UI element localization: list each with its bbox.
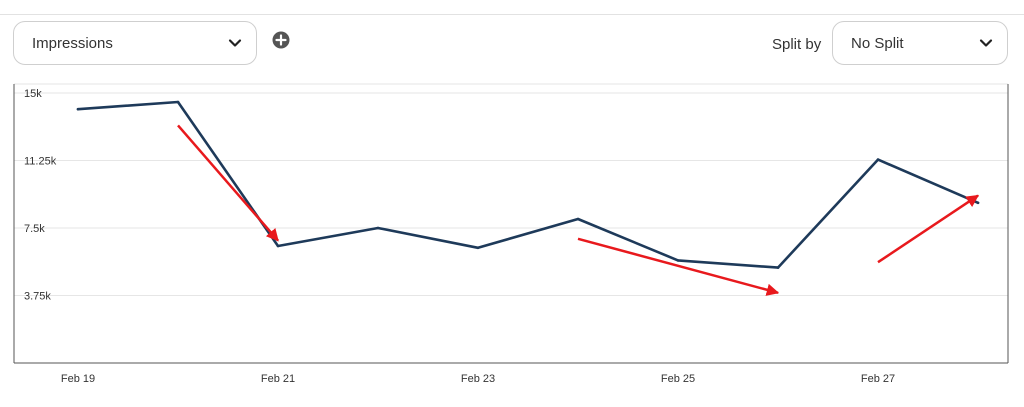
data-point: [976, 201, 980, 205]
metric-select-value: Impressions: [32, 34, 113, 52]
x-tick-label: Feb 23: [461, 373, 495, 385]
data-point: [576, 217, 580, 221]
chevron-down-icon: [979, 39, 993, 47]
data-point: [676, 259, 680, 262]
chevron-down-icon: [228, 39, 242, 47]
top-divider: [0, 14, 1024, 15]
x-tick-label: Feb 27: [861, 373, 895, 385]
series-line: [76, 100, 980, 269]
data-point: [176, 100, 180, 104]
data-point: [276, 244, 280, 248]
y-tick-label: 7.5k: [24, 223, 45, 235]
plus-circle-icon[interactable]: [272, 31, 290, 49]
data-point: [76, 107, 80, 111]
metric-select[interactable]: Impressions: [13, 21, 257, 65]
trend-arrow-up: [877, 194, 980, 264]
x-tick-label: Feb 19: [61, 373, 95, 385]
y-tick-label: 3.75k: [24, 291, 51, 303]
data-point: [876, 158, 880, 161]
trend-arrow-down: [177, 124, 279, 242]
x-tick-label: Feb 25: [661, 373, 695, 385]
y-tick-label: 15k: [24, 88, 42, 100]
data-point: [476, 246, 480, 250]
data-point: [376, 226, 380, 230]
split-select[interactable]: No Split: [832, 21, 1008, 65]
split-by-label: Split by: [772, 36, 822, 53]
y-tick-label: 11.25k: [24, 156, 57, 168]
data-point: [776, 266, 780, 269]
trend-arrow-down: [577, 237, 780, 296]
x-tick-label: Feb 21: [261, 373, 295, 385]
split-select-value: No Split: [851, 34, 904, 52]
